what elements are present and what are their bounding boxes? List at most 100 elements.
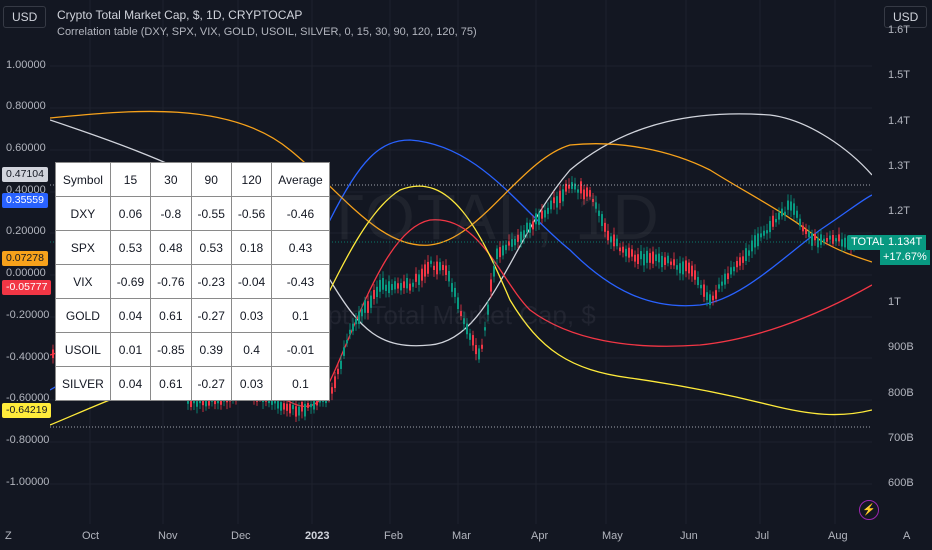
candle-body xyxy=(517,234,519,243)
candle-body xyxy=(703,284,705,297)
candle-body xyxy=(337,368,339,375)
x-axis-tick: Jul xyxy=(755,530,770,542)
candle-body xyxy=(706,292,708,301)
indicator-title[interactable]: Correlation table (DXY, SPX, VIX, GOLD, … xyxy=(57,26,477,38)
candle-body xyxy=(760,233,762,238)
right-corner-label[interactable]: A xyxy=(903,530,911,542)
candle-body xyxy=(502,245,504,256)
gold-value-badge: -0.64219 xyxy=(2,403,52,418)
table-row: SPX 0.53 0.48 0.53 0.18 0.43 xyxy=(55,230,330,265)
candle-body xyxy=(595,202,597,209)
table-cell: DXY xyxy=(55,196,111,231)
candle-body xyxy=(610,236,612,243)
left-axis-tick: -1.00000 xyxy=(6,476,50,488)
table-row: VIX -0.69 -0.76 -0.23 -0.04 -0.43 xyxy=(55,264,330,299)
table-cell: USOIL xyxy=(55,332,111,367)
table-cell: -0.56 xyxy=(230,196,273,231)
candle-body xyxy=(439,262,441,271)
table-header-cell: 120 xyxy=(230,162,273,197)
candle-body xyxy=(556,196,558,208)
candle-body xyxy=(301,401,303,412)
chart-title[interactable]: Crypto Total Market Cap, $, 1D, CRYPTOCA… xyxy=(57,8,303,22)
candle-body xyxy=(676,265,678,270)
left-corner-label[interactable]: Z xyxy=(5,530,12,542)
candle-body xyxy=(289,403,291,414)
candle-body xyxy=(499,247,501,258)
candle-body xyxy=(535,213,537,225)
candle-body xyxy=(565,183,567,192)
left-axis-tick: -0.20000 xyxy=(6,309,50,321)
candle-body xyxy=(280,402,282,411)
candle-body xyxy=(481,344,483,349)
candle-body xyxy=(802,225,804,232)
currency-button-right[interactable]: USD xyxy=(884,6,928,28)
symbol-tag: TOTAL xyxy=(847,235,890,250)
candle-body xyxy=(541,210,543,219)
right-axis-tick: 1.5T xyxy=(888,69,911,81)
candle-body xyxy=(661,255,663,268)
candle-body xyxy=(304,403,306,417)
candle-body xyxy=(469,333,471,340)
candle-body xyxy=(388,281,390,294)
x-axis-tick: Apr xyxy=(531,530,549,542)
table-header-cell: Symbol xyxy=(55,162,111,197)
right-axis-tick: 1.4T xyxy=(888,115,911,127)
candle-body xyxy=(835,238,837,242)
candle-body xyxy=(412,282,414,287)
candle-body xyxy=(718,284,720,289)
candle-body xyxy=(715,290,717,299)
candle-body xyxy=(418,274,420,285)
table-cell: 0.18 xyxy=(230,230,273,265)
candle-body xyxy=(769,220,771,233)
left-axis-tick: -0.80000 xyxy=(6,434,50,446)
candle-body xyxy=(643,253,645,266)
currency-button-left[interactable]: USD xyxy=(3,6,47,28)
table-cell: -0.43 xyxy=(271,264,330,299)
candle-body xyxy=(772,215,774,227)
candle-body xyxy=(373,289,375,299)
candle-body xyxy=(559,190,561,203)
candle-body xyxy=(379,279,381,292)
candle-body xyxy=(364,300,366,313)
candle-body xyxy=(310,403,312,408)
candle-body xyxy=(436,261,438,275)
candle-body xyxy=(193,399,195,404)
candle-body xyxy=(529,222,531,233)
candle-body xyxy=(463,318,465,325)
candle-body xyxy=(664,257,666,266)
table-cell: 0.04 xyxy=(109,298,152,333)
candle-body xyxy=(307,403,309,408)
candle-body xyxy=(784,211,786,216)
candle-body xyxy=(523,230,525,239)
candle-body xyxy=(526,222,528,233)
candle-body xyxy=(313,397,315,410)
candle-body xyxy=(790,201,792,211)
table-cell: -0.76 xyxy=(150,264,192,299)
candle-body xyxy=(583,189,585,200)
table-row: GOLD 0.04 0.61 -0.27 0.03 0.1 xyxy=(55,298,330,333)
table-row: USOIL 0.01 -0.85 0.39 0.4 -0.01 xyxy=(55,332,330,367)
right-axis-tick: 900B xyxy=(888,341,914,353)
candle-body xyxy=(424,264,426,277)
candle-body xyxy=(592,198,594,202)
candle-body xyxy=(493,266,495,277)
table-cell: -0.8 xyxy=(150,196,192,231)
candle-body xyxy=(751,240,753,252)
table-cell: 0.43 xyxy=(271,230,330,265)
table-row: DXY 0.06 -0.8 -0.55 -0.56 -0.46 xyxy=(55,196,330,231)
candle-body xyxy=(673,259,675,266)
bolt-icon[interactable]: ⚡ xyxy=(859,500,879,520)
candle-body xyxy=(544,210,546,218)
candle-body xyxy=(385,284,387,291)
candle-body xyxy=(409,283,411,291)
candle-body xyxy=(352,323,354,332)
candle-body xyxy=(817,238,819,248)
candle-body xyxy=(190,396,192,407)
candle-body xyxy=(844,237,846,248)
candle-body xyxy=(520,231,522,243)
candle-body xyxy=(646,250,648,263)
candle-body xyxy=(688,262,690,274)
price-change-tag: +17.67% xyxy=(880,250,930,265)
candle-body xyxy=(616,238,618,247)
candle-body xyxy=(712,295,714,301)
